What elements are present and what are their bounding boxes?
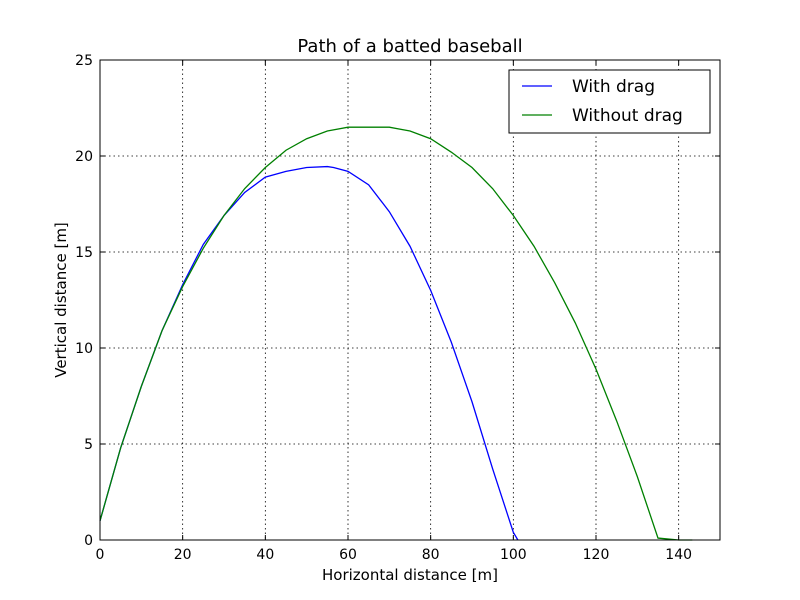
series-layer [99, 126, 693, 541]
x-tick-label: 60 [339, 547, 357, 563]
x-tick-label: 0 [96, 547, 105, 563]
x-tick-label: 140 [665, 547, 692, 563]
y-tick-label: 25 [75, 53, 93, 69]
y-tick-label: 20 [75, 149, 93, 165]
axis-ticks: 0 20 40 60 80 100 120 140 0 5 10 15 20 25 [75, 53, 720, 563]
legend-label-without-drag: Without drag [572, 106, 683, 126]
y-tick-label: 0 [84, 533, 93, 549]
x-tick-label: 20 [174, 547, 192, 563]
legend: With drag Without drag [508, 69, 711, 134]
y-tick-label: 5 [84, 437, 93, 453]
x-axis-title: Horizontal distance [m] [322, 566, 498, 584]
legend-box [508, 69, 711, 134]
x-tick-label: 80 [422, 547, 440, 563]
y-axis-title: Vertical distance [m] [52, 222, 70, 378]
y-tick-label: 15 [75, 245, 93, 261]
series-without-drag [99, 126, 693, 541]
y-tick-label: 10 [75, 341, 93, 357]
x-tick-label: 100 [500, 547, 527, 563]
plot-frame [99, 59, 721, 541]
x-tick-label: 120 [583, 547, 610, 563]
grid-lines [100, 60, 720, 540]
x-tick-label: 40 [256, 547, 274, 563]
chart-title: Path of a batted baseball [297, 36, 522, 57]
legend-label-with-drag: With drag [572, 77, 655, 97]
